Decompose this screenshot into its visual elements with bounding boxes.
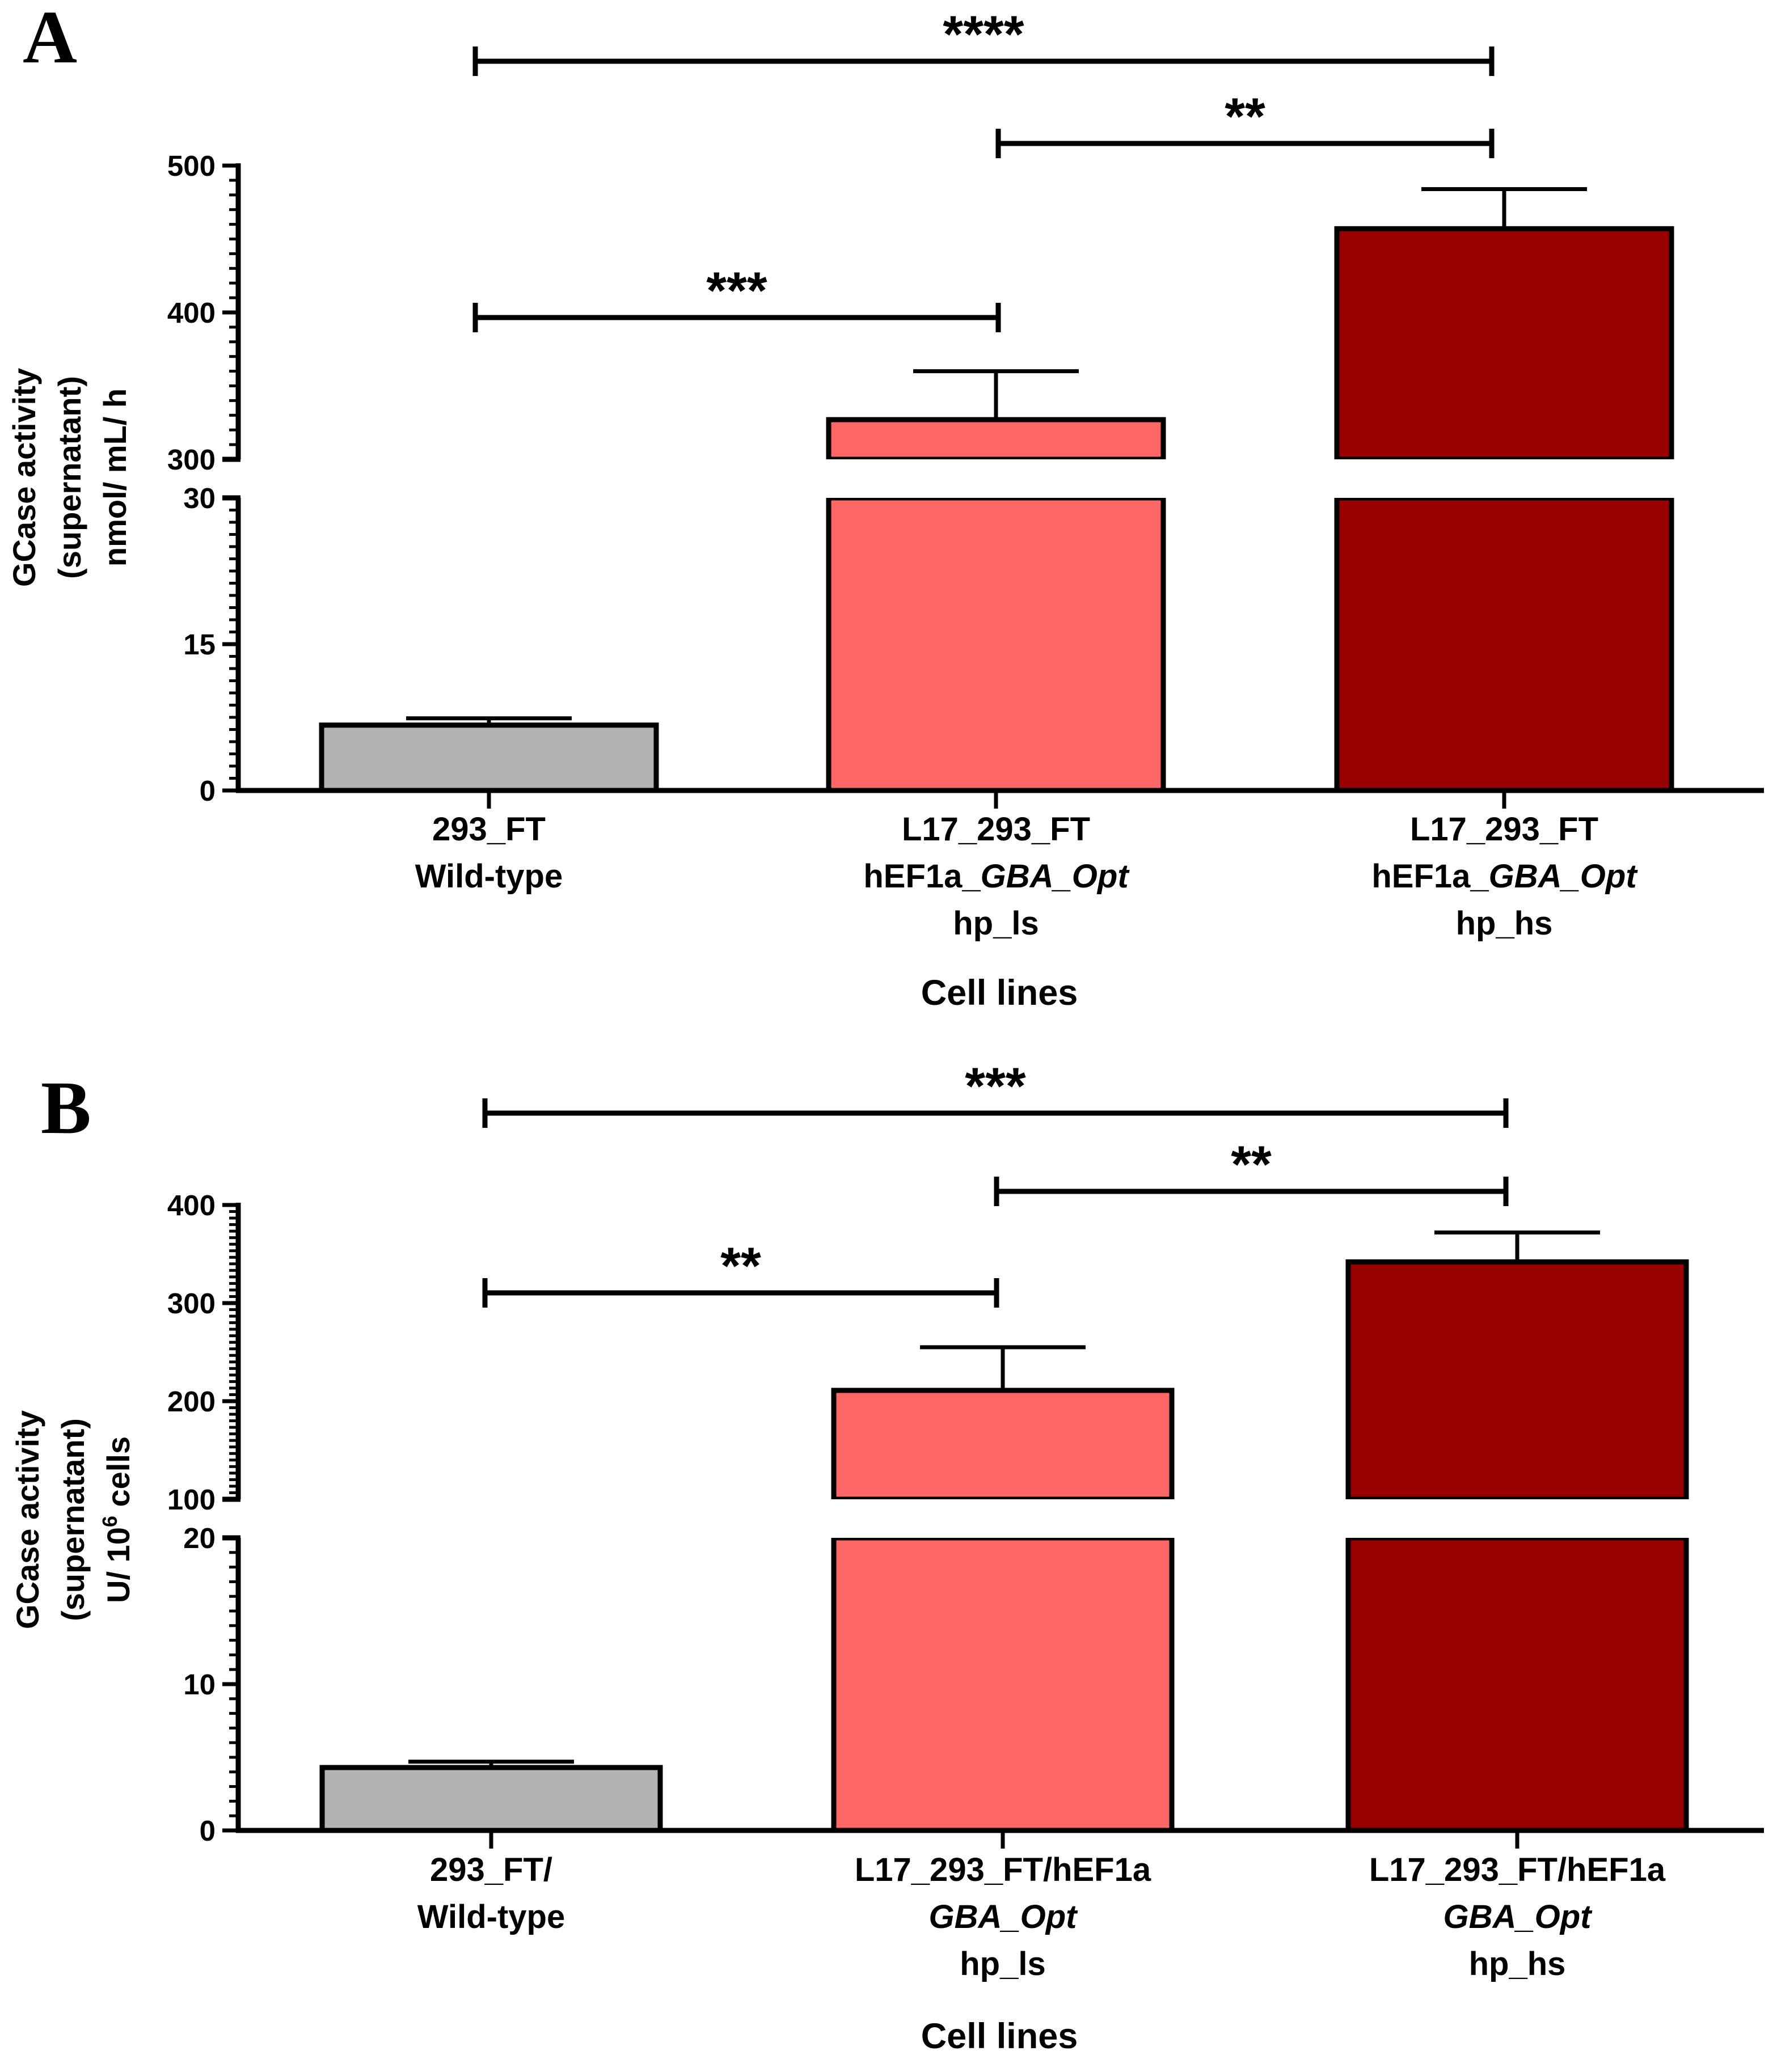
panel-letter: A [23,0,77,79]
category-label-part: GBA_Opt [1489,858,1639,895]
category-label: Wild-type [415,858,563,895]
bar-upper-segment [1334,226,1674,462]
panel-a: A 0 15 30 300 400 500 293_FT Wild-type L17_293_FT… [6,0,1764,1013]
y-tick-label: 300 [167,1287,216,1320]
bar-upper-segment [1345,1259,1689,1502]
x-axis-title: Cell lines [921,973,1078,1013]
y-tick-label: 15 [183,628,216,661]
bar-upper-segment [831,1388,1175,1502]
y-axis: 0 10 20 100 200 300 400 [167,1189,241,1847]
category-label: L17_293_FT [902,811,1090,848]
category-label-part: L17_293_FT/hEF1a [1369,1851,1666,1888]
category-label: 293_FT/ [430,1851,552,1888]
bar-lower-segment [1345,1535,1689,1833]
significance-bracket: ** [994,1136,1509,1206]
category-label-part: 293_FT [432,811,546,848]
category-label: GBA_Opt [929,1898,1079,1935]
y-tick-label: 10 [183,1668,216,1701]
significance-label: *** [965,1058,1026,1115]
bar-break-gap [1341,1499,1693,1538]
bar-group [822,369,1170,793]
y-axis-title-line: GCase activity [10,1410,45,1629]
y-tick-label: 30 [183,482,216,514]
significance-label: ** [1231,1136,1272,1194]
bar-lower-segment [1334,495,1674,793]
bar-group [319,716,659,793]
bar-break-gap [1330,459,1678,498]
bar-group [319,1760,663,1833]
significance-label: *** [706,262,767,320]
category-label-part: GBA_Opt [1443,1898,1593,1935]
category-label-part: hp_hs [1456,905,1553,942]
bar-break-gap [827,1499,1179,1538]
y-axis-title-part: U/ 10 [100,1527,136,1603]
category-label-part: Wild-type [417,1898,565,1935]
y-tick-label: 400 [167,1189,216,1221]
category-label: hp_ls [960,1946,1046,1982]
significance-bracket: ** [482,1237,999,1308]
category-label: hp_hs [1456,905,1553,942]
bar-lower-segment [826,495,1166,793]
category-label: hEF1a_GBA_Opt [1371,858,1638,895]
y-tick-label: 20 [183,1522,216,1554]
category-label: Wild-type [417,1898,565,1935]
category-label: L17_293_FT/hEF1a [855,1851,1151,1888]
significance-bracket: **** [472,6,1495,76]
category-label-part: L17_293_FT [902,811,1090,848]
y-tick-label: 100 [167,1483,216,1516]
y-axis-title-line: GCase activity [6,368,42,587]
category-label-part: 293_FT/ [430,1851,552,1888]
y-tick-label: 400 [167,297,216,329]
y-axis-title-line: (supernatant) [55,1418,91,1621]
significance-label: ** [720,1237,761,1295]
bar-group [1330,187,1678,793]
y-axis-title-superscript: 6 [98,1516,121,1527]
y-axis-title-line: U/ 106 cells [98,1436,136,1603]
panel-b: B 0 10 20 100 200 300 400 293_FT/Wild-type L17_29… [10,1058,1764,2056]
category-label-part: GBA_Opt [929,1898,1079,1935]
category-label-part: hEF1a_ [1371,858,1489,895]
y-tick-label: 200 [167,1385,216,1418]
category-label-part: L17_293_FT [1410,811,1598,848]
significance-bracket: *** [472,262,1001,332]
category-label: GBA_Opt [1443,1898,1593,1935]
y-axis-title-line: (supernatant) [52,376,87,579]
panel-letter: B [41,1065,91,1149]
bar-lower-segment [831,1535,1175,1833]
significance-label: ** [1225,88,1265,146]
y-tick-label: 300 [167,443,216,476]
significance-bracket: ** [995,88,1495,158]
y-tick-label: 0 [200,775,216,807]
bar-group [1341,1230,1693,1833]
y-tick-label: 500 [167,150,216,182]
category-label: L17_293_FT/hEF1a [1369,1851,1666,1888]
category-label-part: hp_ls [960,1946,1046,1982]
y-axis: 0 15 30 300 400 500 [167,150,241,807]
x-axis-title: Cell lines [921,2016,1078,2056]
bar-break-gap [822,459,1170,498]
y-axis-title-line: nmol/ mL/ h [97,388,133,566]
category-label: hp_ls [953,905,1039,942]
bar [319,722,659,793]
y-axis-title-part: cells [100,1436,136,1516]
significance-bracket: *** [482,1058,1509,1128]
category-label-part: hp_ls [953,905,1039,942]
category-label: hEF1a_GBA_Opt [863,858,1130,895]
bar [319,1765,663,1833]
category-label-part: Wild-type [415,858,563,895]
y-tick-label: 0 [200,1815,216,1847]
significance-label: **** [943,6,1024,64]
category-label-part: L17_293_FT/hEF1a [855,1851,1151,1888]
category-label-part: GBA_Opt [981,858,1130,895]
category-label-part: hEF1a_ [863,858,981,895]
category-label: 293_FT [432,811,546,848]
category-label-part: hp_hs [1469,1946,1566,1982]
bar-upper-segment [826,417,1166,462]
bar-group [827,1345,1179,1833]
category-label: hp_hs [1469,1946,1566,1982]
category-label: L17_293_FT [1410,811,1598,848]
